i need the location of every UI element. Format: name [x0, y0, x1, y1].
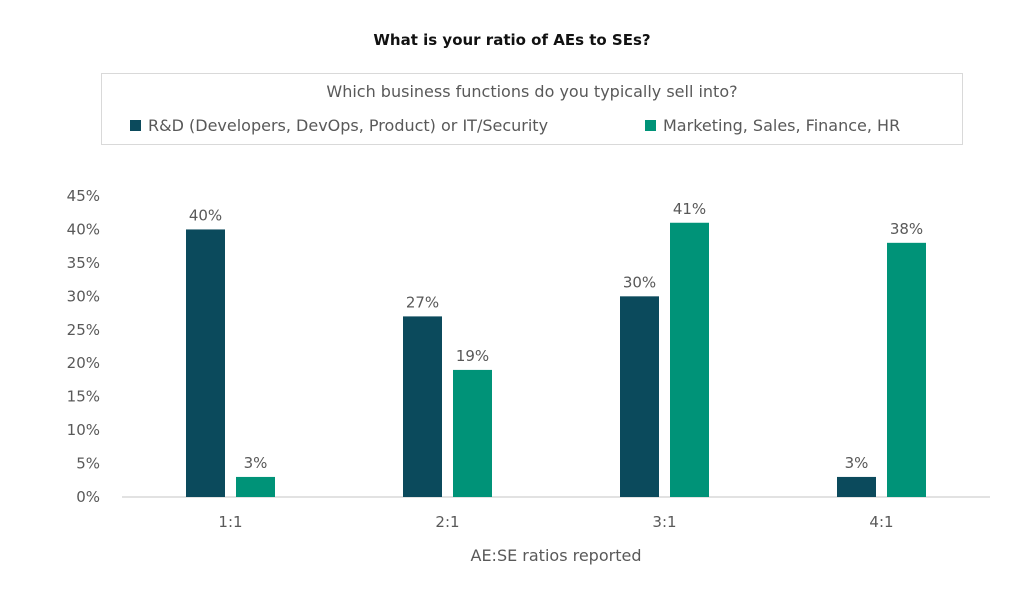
y-tick-label: 45% — [67, 187, 100, 205]
bar — [887, 242, 926, 497]
y-tick-label: 20% — [67, 354, 100, 372]
bar — [453, 369, 492, 497]
bar — [236, 476, 275, 497]
legend-title: Which business functions do you typicall… — [326, 82, 738, 101]
y-tick-label: 0% — [76, 488, 100, 506]
x-tick-label: 4:1 — [869, 513, 893, 531]
legend-swatch-marketing — [645, 120, 656, 131]
bar — [186, 229, 225, 497]
bar — [670, 222, 709, 497]
data-label: 30% — [623, 273, 656, 291]
y-tick-label: 10% — [67, 421, 100, 439]
x-axis-title: AE:SE ratios reported — [471, 546, 642, 565]
x-tick-label: 2:1 — [435, 513, 459, 531]
data-label: 41% — [673, 200, 706, 218]
legend-label-marketing: Marketing, Sales, Finance, HR — [663, 116, 901, 135]
bar — [620, 296, 659, 497]
y-tick-label: 40% — [67, 220, 100, 238]
x-tick-label: 1:1 — [218, 513, 242, 531]
y-tick-label: 35% — [67, 254, 100, 272]
data-label: 19% — [456, 347, 489, 365]
data-label: 27% — [406, 293, 439, 311]
y-tick-label: 15% — [67, 388, 100, 406]
legend: Which business functions do you typicall… — [101, 73, 963, 145]
data-label: 3% — [845, 454, 869, 472]
data-label: 40% — [189, 206, 222, 224]
x-tick-label: 3:1 — [652, 513, 676, 531]
data-label: 38% — [890, 220, 923, 238]
data-label: 3% — [244, 454, 268, 472]
legend-item-marketing: Marketing, Sales, Finance, HR — [645, 116, 900, 135]
legend-label-rd: R&D (Developers, DevOps, Product) or IT/… — [148, 116, 549, 135]
chart-title: What is your ratio of AEs to SEs? — [373, 31, 651, 49]
y-tick-label: 5% — [76, 455, 100, 473]
legend-item-rd: R&D (Developers, DevOps, Product) or IT/… — [130, 116, 548, 135]
legend-swatch-rd — [130, 120, 141, 131]
bar — [837, 476, 876, 497]
y-tick-label: 25% — [67, 321, 100, 339]
y-tick-label: 30% — [67, 287, 100, 305]
bar — [403, 316, 442, 497]
